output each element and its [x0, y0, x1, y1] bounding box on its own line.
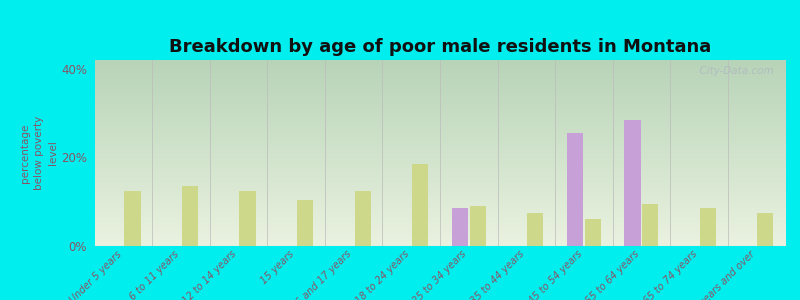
Bar [182, 186, 198, 246]
Bar [412, 164, 428, 246]
Bar [700, 208, 716, 246]
Bar [297, 200, 313, 246]
Bar [527, 213, 543, 246]
Bar [625, 120, 641, 246]
Bar [354, 190, 370, 246]
Bar [470, 206, 486, 246]
Text: City-Data.com: City-Data.com [694, 66, 774, 76]
Bar [585, 219, 601, 246]
Y-axis label: percentage
below poverty
level: percentage below poverty level [20, 116, 58, 190]
Bar [567, 133, 583, 246]
Title: Breakdown by age of poor male residents in Montana: Breakdown by age of poor male residents … [169, 38, 711, 56]
Bar [452, 208, 468, 246]
Bar [125, 190, 141, 246]
Bar [757, 213, 774, 246]
Bar [239, 190, 255, 246]
Bar [642, 204, 658, 246]
